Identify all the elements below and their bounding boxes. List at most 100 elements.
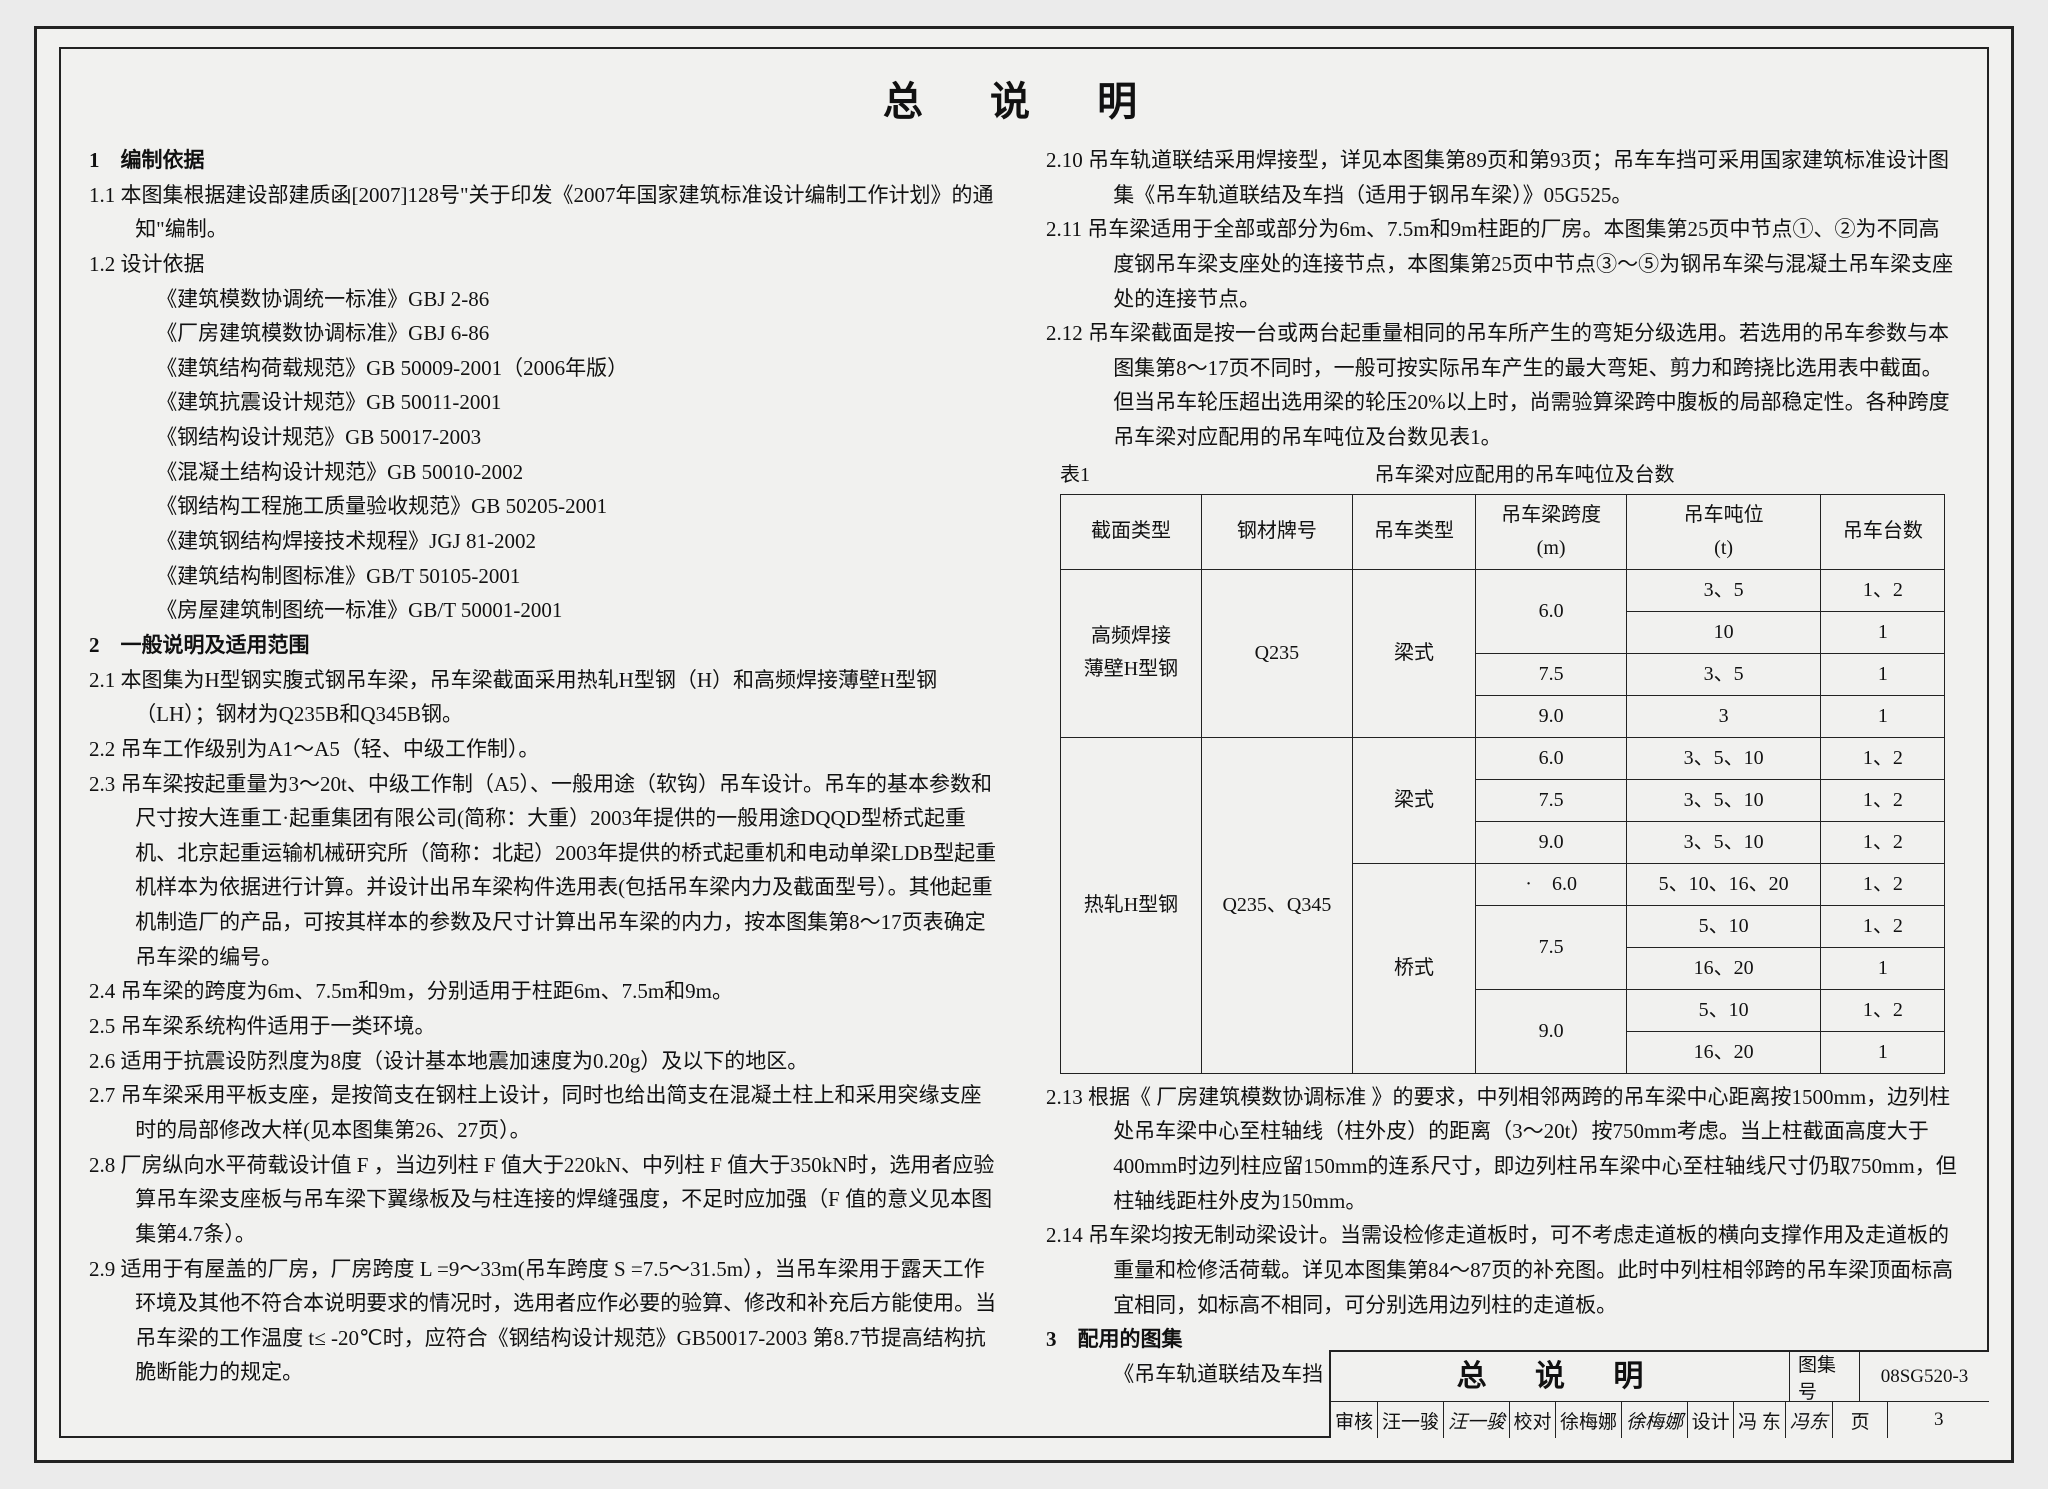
- design-sign: 冯东: [1785, 1402, 1832, 1438]
- td: 1: [1821, 947, 1945, 989]
- th: 截面类型: [1060, 494, 1202, 569]
- sheet-title: 总 说 明: [1331, 1352, 1789, 1401]
- td: 6.0: [1476, 737, 1626, 779]
- td: 高频焊接 薄壁H型钢: [1060, 569, 1202, 737]
- table1-caption: 表1 吊车梁对应配用的吊车吨位及台数: [1046, 459, 1959, 492]
- td: 9.0: [1476, 989, 1626, 1073]
- para-2-1: 2.1 本图集为H型钢实腹式钢吊车梁，吊车梁截面采用热轧H型钢（H）和高频焊接薄…: [89, 663, 1002, 732]
- td: 1: [1821, 653, 1945, 695]
- left-column: 1 编制依据 1.1 本图集根据建设部建质函[2007]128号"关于印发《20…: [89, 143, 1002, 1428]
- page-label: 页: [1832, 1402, 1888, 1438]
- th: 钢材牌号: [1202, 494, 1352, 569]
- td: 梁式: [1352, 737, 1476, 863]
- audit-sign: 汪一骏: [1443, 1402, 1509, 1438]
- drawing-sheet: 总 说 明 1 编制依据 1.1 本图集根据建设部建质函[2007]128号"关…: [34, 26, 2014, 1463]
- td: 3、5: [1626, 569, 1821, 611]
- td: 16、20: [1626, 1031, 1821, 1073]
- td: 9.0: [1476, 821, 1626, 863]
- td: 3: [1626, 695, 1821, 737]
- design-name: 冯 东: [1733, 1402, 1785, 1438]
- table1-label: 表1: [1060, 459, 1090, 492]
- para-2-10: 2.10 吊车轨道联结采用焊接型，详见本图集第89页和第93页；吊车车挡可采用国…: [1046, 143, 1959, 212]
- table-row: 高频焊接 薄壁H型钢 Q235 梁式 6.0 3、5 1、2: [1060, 569, 1945, 611]
- table1: 截面类型 钢材牌号 吊车类型 吊车梁跨度 (m) 吊车吨位 (t) 吊车台数 高…: [1060, 494, 1946, 1074]
- td: 桥式: [1352, 863, 1476, 1073]
- td: 1、2: [1821, 737, 1945, 779]
- td: 1、2: [1821, 989, 1945, 1031]
- title-block: 总 说 明 图集号 08SG520-3 审核 汪一骏 汪一骏 校对 徐梅娜 徐梅…: [1329, 1350, 1989, 1438]
- ref-line: 《建筑抗震设计规范》GB 50011-2001: [89, 385, 1002, 420]
- td: 1: [1821, 1031, 1945, 1073]
- th: 吊车吨位 (t): [1626, 494, 1821, 569]
- td: 5、10、16、20: [1626, 863, 1821, 905]
- ref-line: 《建筑模数协调统一标准》GBJ 2-86: [89, 282, 1002, 317]
- ref-line: 《钢结构工程施工质量验收规范》GB 50205-2001: [89, 489, 1002, 524]
- check-name: 徐梅娜: [1555, 1402, 1621, 1438]
- ref-line: 《房屋建筑制图统一标准》GB/T 50001-2001: [89, 593, 1002, 628]
- set-number: 08SG520-3: [1859, 1352, 1989, 1401]
- td: 5、10: [1626, 989, 1821, 1031]
- para-2-6: 2.6 适用于抗震设防烈度为8度（设计基本地震加速度为0.20g）及以下的地区。: [89, 1044, 1002, 1079]
- td: 1、2: [1821, 569, 1945, 611]
- para-2-12: 2.12 吊车梁截面是按一台或两台起重量相同的吊车所产生的弯矩分级选用。若选用的…: [1046, 316, 1959, 455]
- ref-line: 《建筑结构荷载规范》GB 50009-2001（2006年版）: [89, 351, 1002, 386]
- th: 吊车台数: [1821, 494, 1945, 569]
- td: 5、10: [1626, 905, 1821, 947]
- para-1-1: 1.1 本图集根据建设部建质函[2007]128号"关于印发《2007年国家建筑…: [89, 178, 1002, 247]
- ref-line: 《建筑结构制图标准》GB/T 50105-2001: [89, 559, 1002, 594]
- para-2-5: 2.5 吊车梁系统构件适用于一类环境。: [89, 1009, 1002, 1044]
- right-column: 2.10 吊车轨道联结采用焊接型，详见本图集第89页和第93页；吊车车挡可采用国…: [1046, 143, 1959, 1428]
- td: 热轧H型钢: [1060, 737, 1202, 1073]
- content-columns: 1 编制依据 1.1 本图集根据建设部建质函[2007]128号"关于印发《20…: [89, 143, 1959, 1428]
- td: 7.5: [1476, 779, 1626, 821]
- para-2-7: 2.7 吊车梁采用平板支座，是按简支在钢柱上设计，同时也给出简支在混凝土柱上和采…: [89, 1078, 1002, 1147]
- td: 6.0: [1476, 569, 1626, 653]
- td: 7.5: [1476, 905, 1626, 989]
- td: 梁式: [1352, 569, 1476, 737]
- page-number: 3: [1887, 1402, 1989, 1438]
- td: 3、5、10: [1626, 779, 1821, 821]
- td: · 6.0: [1476, 863, 1626, 905]
- audit-label: 审核: [1331, 1402, 1377, 1438]
- para-2-14: 2.14 吊车梁均按无制动梁设计。当需设检修走道板时，可不考虑走道板的横向支撑作…: [1046, 1218, 1959, 1322]
- para-2-2: 2.2 吊车工作级别为A1～A5（轻、中级工作制）。: [89, 732, 1002, 767]
- para-2-4: 2.4 吊车梁的跨度为6m、7.5m和9m，分别适用于柱距6m、7.5m和9m。: [89, 974, 1002, 1009]
- table-header-row: 截面类型 钢材牌号 吊车类型 吊车梁跨度 (m) 吊车吨位 (t) 吊车台数: [1060, 494, 1945, 569]
- td: 16、20: [1626, 947, 1821, 989]
- td: 9.0: [1476, 695, 1626, 737]
- th: 吊车类型: [1352, 494, 1476, 569]
- set-label: 图集号: [1789, 1352, 1859, 1401]
- td: 1、2: [1821, 863, 1945, 905]
- td: Q235、Q345: [1202, 737, 1352, 1073]
- td: 7.5: [1476, 653, 1626, 695]
- table-row: 热轧H型钢 Q235、Q345 梁式 6.0 3、5、10 1、2: [1060, 737, 1945, 779]
- drawing-frame: 总 说 明 1 编制依据 1.1 本图集根据建设部建质函[2007]128号"关…: [59, 47, 1989, 1438]
- th: 吊车梁跨度 (m): [1476, 494, 1626, 569]
- td: 1、2: [1821, 905, 1945, 947]
- td: 3、5: [1626, 653, 1821, 695]
- page-title: 总 说 明: [89, 69, 1959, 127]
- td: Q235: [1202, 569, 1352, 737]
- title-block-row2: 审核 汪一骏 汪一骏 校对 徐梅娜 徐梅娜 设计 冯 东 冯东 页 3: [1331, 1402, 1989, 1438]
- audit-name: 汪一骏: [1377, 1402, 1443, 1438]
- td: 1: [1821, 611, 1945, 653]
- td: 3、5、10: [1626, 737, 1821, 779]
- table1-title: 吊车梁对应配用的吊车吨位及台数: [1375, 464, 1675, 486]
- para-2-11: 2.11 吊车梁适用于全部或部分为6m、7.5m和9m柱距的厂房。本图集第25页…: [1046, 212, 1959, 316]
- heading-1: 1 编制依据: [89, 143, 1002, 178]
- td: 3、5、10: [1626, 821, 1821, 863]
- ref-line: 《建筑钢结构焊接技术规程》JGJ 81-2002: [89, 524, 1002, 559]
- para-2-13: 2.13 根据《 厂房建筑模数协调标准 》的要求，中列相邻两跨的吊车梁中心距离按…: [1046, 1080, 1959, 1219]
- td: 1、2: [1821, 779, 1945, 821]
- design-label: 设计: [1687, 1402, 1733, 1438]
- heading-2: 2 一般说明及适用范围: [89, 628, 1002, 663]
- td: 10: [1626, 611, 1821, 653]
- para-2-3: 2.3 吊车梁按起重量为3～20t、中级工作制（A5）、一般用途（软钩）吊车设计…: [89, 767, 1002, 975]
- title-block-row1: 总 说 明 图集号 08SG520-3: [1331, 1352, 1989, 1402]
- para-1-2: 1.2 设计依据: [89, 247, 1002, 282]
- para-2-9: 2.9 适用于有屋盖的厂房，厂房跨度 L =9～33m(吊车跨度 S =7.5～…: [89, 1252, 1002, 1391]
- td: 1: [1821, 695, 1945, 737]
- td: 1、2: [1821, 821, 1945, 863]
- ref-line: 《钢结构设计规范》GB 50017-2003: [89, 420, 1002, 455]
- ref-line: 《厂房建筑模数协调标准》GBJ 6-86: [89, 316, 1002, 351]
